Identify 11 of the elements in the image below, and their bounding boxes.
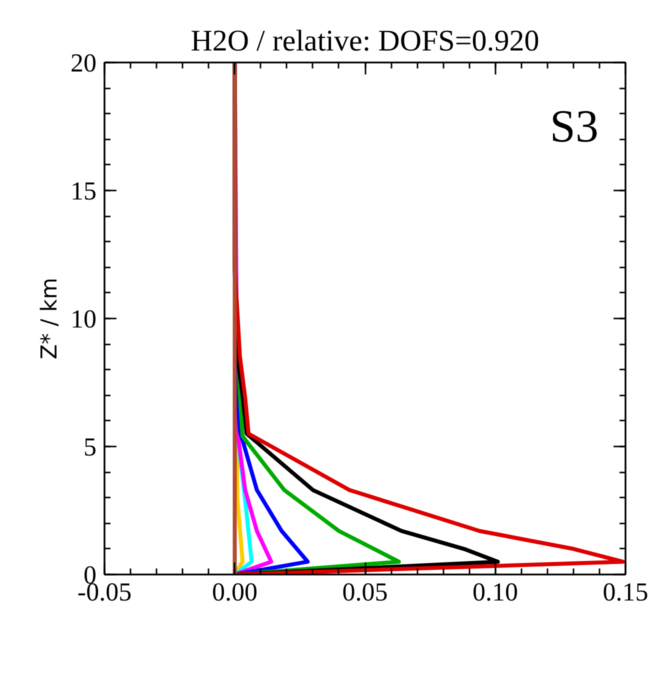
y-axis-title: Z* / km [38,278,62,360]
y-tick-label: 15 [70,176,96,206]
y-tick-label: 5 [84,432,96,462]
y-tick-label: 20 [70,48,96,78]
annotation: S3 [550,100,599,152]
x-tick-label: 0.15 [602,578,648,606]
x-tick-label: 0.05 [342,578,388,606]
y-tick-label: 10 [70,304,96,334]
x-tick-label: 0.10 [472,578,518,606]
chart-title: H2O / relative: DOFS=0.920 [190,24,540,58]
x-tick-label: 0.00 [212,578,258,606]
